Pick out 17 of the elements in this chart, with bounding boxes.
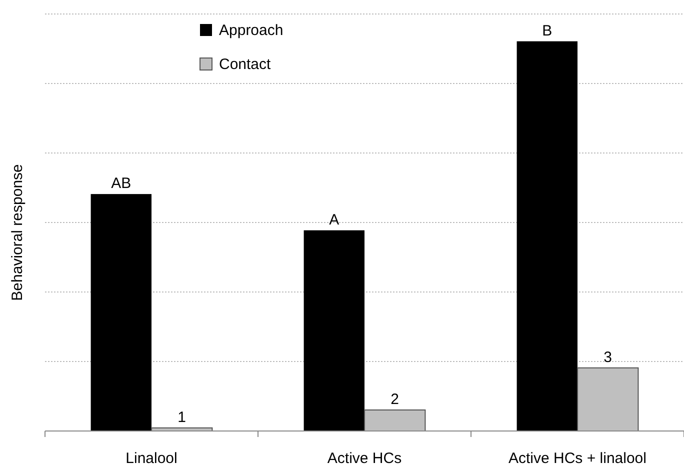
annotation: AB — [111, 175, 132, 192]
annotation: A — [329, 211, 340, 228]
bar — [516, 41, 578, 431]
bar — [577, 367, 639, 432]
bar — [90, 194, 152, 431]
legend-label: Contact — [219, 56, 272, 73]
bar — [304, 230, 364, 431]
annotation: B — [542, 22, 552, 40]
annotation: 2 — [390, 390, 400, 408]
annotation: 1 — [178, 408, 186, 426]
annotation: 3 — [604, 348, 612, 366]
x-tick-label: Active HCs + linalool — [508, 450, 646, 467]
bar — [364, 409, 426, 432]
x-tick-label: Linalool — [126, 450, 178, 467]
y-axis-title: Behavioral response — [9, 164, 26, 301]
legend-label: Approach — [219, 22, 284, 39]
x-tick-label: Active HCs — [327, 450, 402, 467]
